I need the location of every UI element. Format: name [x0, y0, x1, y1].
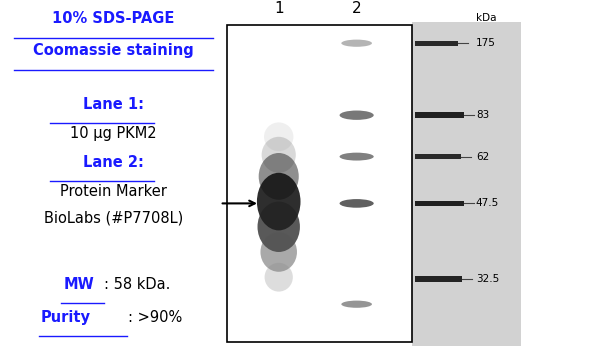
- Ellipse shape: [259, 153, 299, 200]
- Text: MW: MW: [64, 277, 94, 292]
- Text: kDa: kDa: [476, 13, 497, 23]
- Text: Coomassie staining: Coomassie staining: [33, 43, 194, 58]
- Text: : 58 kDa.: : 58 kDa.: [104, 277, 171, 292]
- Text: Lane 1:: Lane 1:: [83, 97, 144, 112]
- Bar: [412, 22, 521, 346]
- Text: 32.5: 32.5: [476, 274, 499, 284]
- Ellipse shape: [339, 111, 373, 120]
- Bar: [415, 276, 462, 282]
- Ellipse shape: [257, 173, 300, 230]
- Ellipse shape: [257, 202, 300, 252]
- Text: 10 μg PKM2: 10 μg PKM2: [70, 126, 157, 141]
- Ellipse shape: [339, 199, 373, 208]
- Ellipse shape: [341, 301, 372, 308]
- Bar: [415, 201, 464, 206]
- Bar: [415, 154, 461, 159]
- Bar: [415, 41, 458, 45]
- Ellipse shape: [341, 40, 372, 47]
- Ellipse shape: [339, 153, 373, 161]
- Bar: [415, 112, 464, 118]
- Text: 83: 83: [476, 110, 489, 120]
- Ellipse shape: [262, 137, 296, 173]
- Ellipse shape: [264, 122, 293, 151]
- Text: Protein Marker: Protein Marker: [60, 184, 167, 199]
- Text: 62: 62: [476, 152, 489, 162]
- Text: 10% SDS-PAGE: 10% SDS-PAGE: [52, 11, 174, 26]
- Ellipse shape: [264, 263, 293, 292]
- Text: Purity: Purity: [41, 310, 91, 325]
- Text: 47.5: 47.5: [476, 198, 499, 208]
- Text: BioLabs (#P7708L): BioLabs (#P7708L): [44, 211, 183, 226]
- Bar: [227, 25, 412, 342]
- Text: Lane 2:: Lane 2:: [83, 155, 144, 170]
- Text: : >90%: : >90%: [128, 310, 183, 325]
- Text: 175: 175: [476, 38, 496, 48]
- Text: 1: 1: [274, 1, 283, 16]
- Ellipse shape: [260, 232, 297, 272]
- Text: 2: 2: [352, 1, 362, 16]
